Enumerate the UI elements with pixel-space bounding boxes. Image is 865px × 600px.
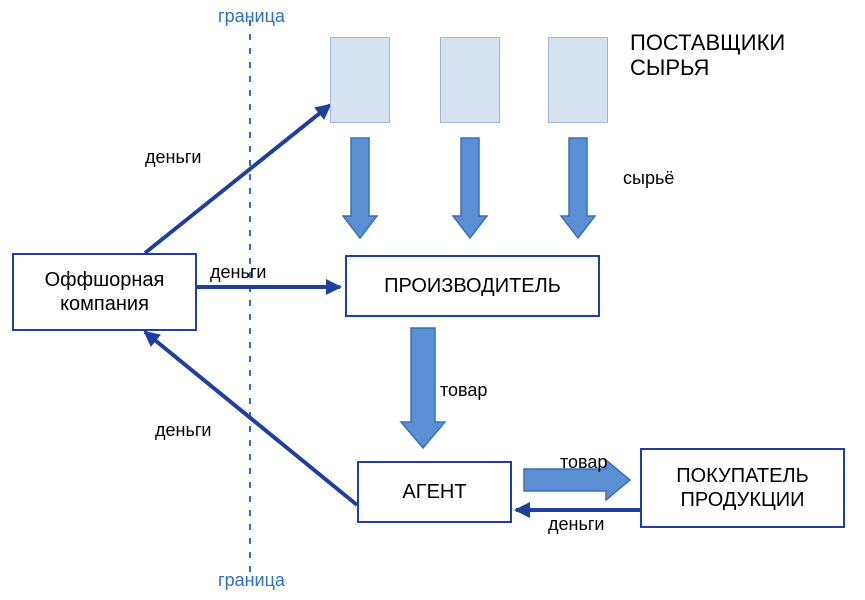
node-buyer-label: ПОКУПАТЕЛЬПРОДУКЦИИ [676, 464, 808, 512]
node-agent: АГЕНТ [357, 461, 512, 523]
supplier-box-2 [440, 37, 500, 123]
label-border-top: граница [218, 6, 285, 27]
node-producer: ПРОИЗВОДИТЕЛЬ [345, 255, 600, 317]
supplier-box-1 [330, 37, 390, 123]
node-buyer: ПОКУПАТЕЛЬПРОДУКЦИИ [640, 448, 845, 528]
node-offshore-label: Оффшорнаякомпания [45, 268, 165, 316]
label-goods-mid: товар [440, 380, 487, 401]
label-raw-material: сырьё [623, 168, 674, 189]
label-money-bottom: деньги [155, 420, 211, 441]
label-goods-right: товар [560, 452, 607, 473]
diagram-canvas: Оффшорнаякомпания ПРОИЗВОДИТЕЛЬ АГЕНТ ПО… [0, 0, 865, 600]
node-offshore: Оффшорнаякомпания [12, 253, 197, 331]
label-suppliers-header: ПОСТАВЩИКИСЫРЬЯ [630, 30, 785, 81]
label-border-bottom: граница [218, 570, 285, 591]
label-money-mid: деньги [210, 262, 266, 283]
node-agent-label: АГЕНТ [402, 480, 466, 504]
label-money-right: деньги [548, 514, 604, 535]
node-producer-label: ПРОИЗВОДИТЕЛЬ [384, 274, 561, 298]
supplier-box-3 [548, 37, 608, 123]
label-money-top: деньги [145, 147, 201, 168]
